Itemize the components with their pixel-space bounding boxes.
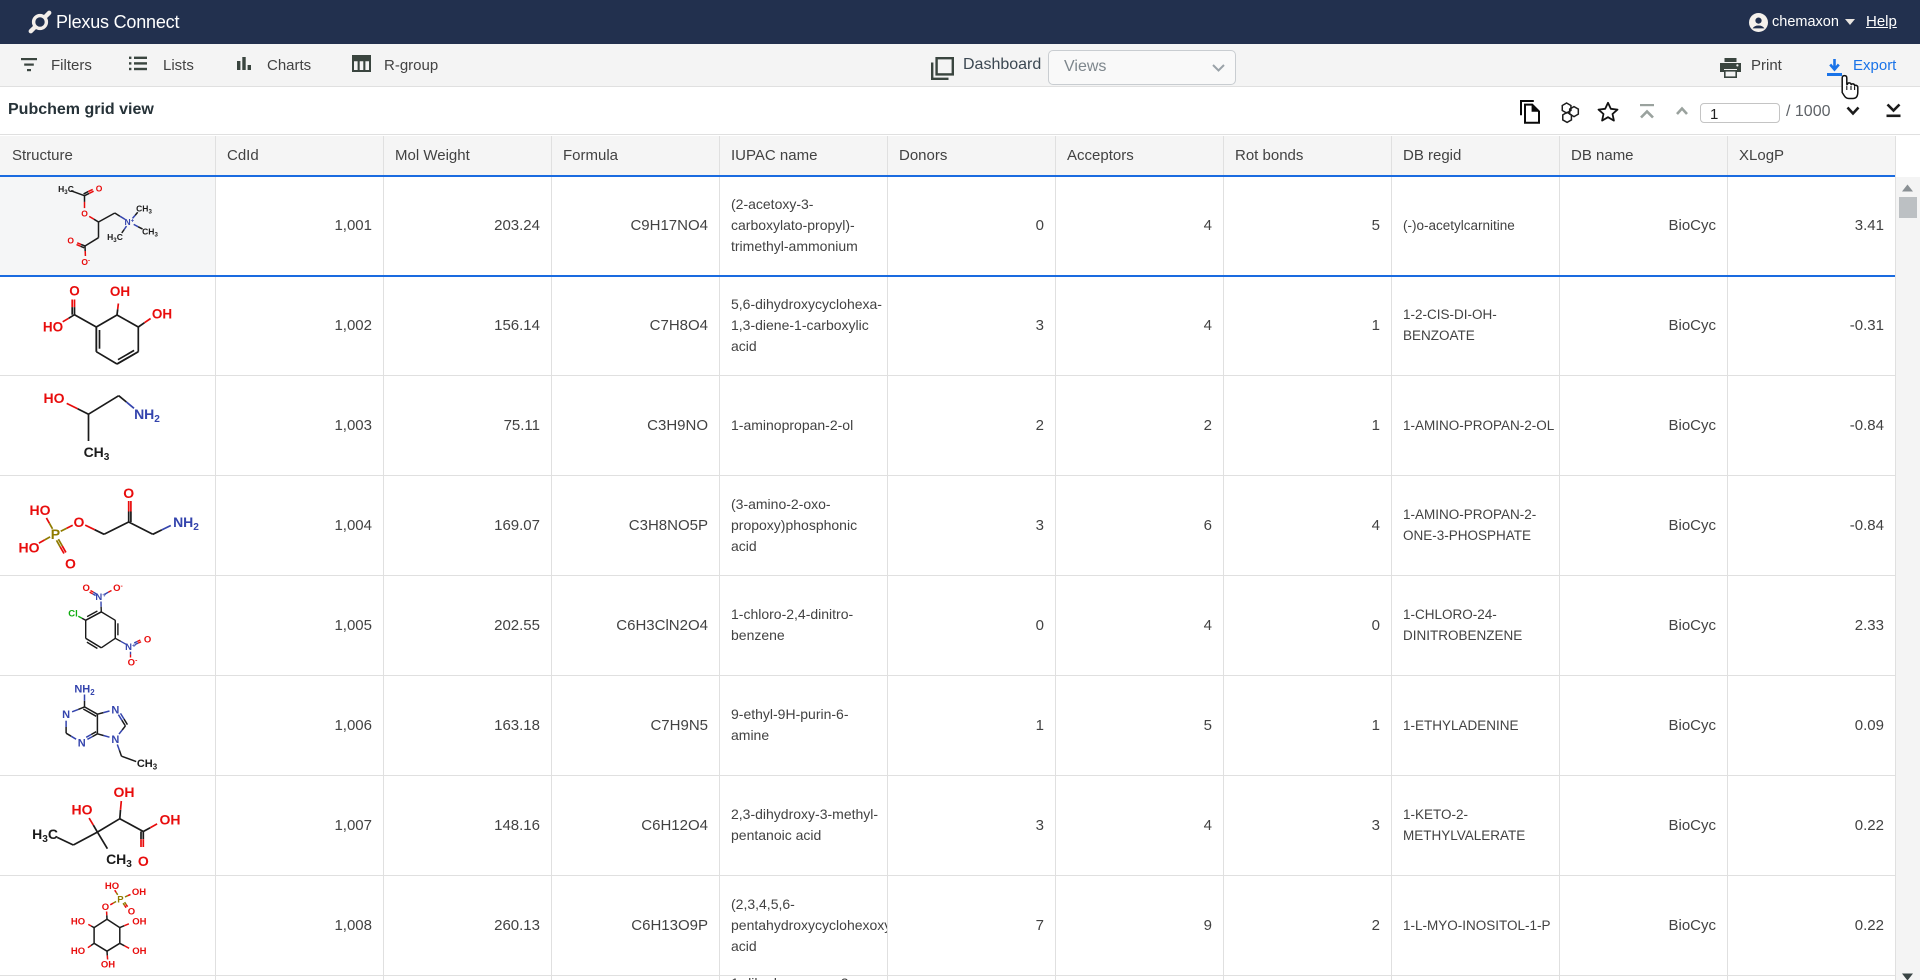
svg-text:OH: OH <box>110 284 130 299</box>
svg-text:O: O <box>83 583 90 594</box>
svg-text:HO: HO <box>44 390 65 406</box>
svg-text:Cl: Cl <box>68 609 78 620</box>
svg-text:O: O <box>96 184 103 194</box>
svg-text:P: P <box>51 526 60 542</box>
svg-text:OH: OH <box>132 917 146 928</box>
svg-text:H3C: H3C <box>32 826 58 845</box>
svg-text:O: O <box>102 902 109 913</box>
svg-text:HO: HO <box>105 881 119 892</box>
svg-text:HO: HO <box>19 540 40 556</box>
svg-text:NH2: NH2 <box>134 406 160 425</box>
svg-text:HO: HO <box>72 802 93 818</box>
svg-text:HO: HO <box>71 946 85 957</box>
svg-text:HO: HO <box>43 320 63 335</box>
svg-text:O: O <box>138 853 149 869</box>
svg-text:O: O <box>69 284 80 299</box>
svg-text:N: N <box>111 734 119 746</box>
svg-text:O: O <box>65 556 76 572</box>
svg-text:O: O <box>123 485 134 501</box>
svg-text:OH: OH <box>114 784 135 800</box>
svg-text:O: O <box>67 236 74 246</box>
svg-text:CH3: CH3 <box>84 444 110 463</box>
svg-text:O: O <box>81 209 88 219</box>
svg-text:CH3: CH3 <box>137 758 158 771</box>
svg-text:OH: OH <box>101 960 115 971</box>
svg-text:HO: HO <box>71 917 85 928</box>
svg-text:CH3: CH3 <box>142 227 158 239</box>
svg-text:OH: OH <box>160 812 181 828</box>
svg-text:P: P <box>117 895 124 906</box>
svg-text:O-: O- <box>113 583 123 594</box>
svg-text:OH: OH <box>132 887 146 898</box>
svg-text:H3C: H3C <box>107 232 123 244</box>
svg-text:O: O <box>128 907 135 918</box>
svg-text:N: N <box>78 738 86 750</box>
svg-text:NH2: NH2 <box>74 684 95 697</box>
svg-text:N+: N+ <box>124 217 134 227</box>
svg-text:NH2: NH2 <box>173 514 199 533</box>
svg-text:O: O <box>73 514 84 530</box>
svg-text:N+: N+ <box>95 592 106 603</box>
svg-text:H3C: H3C <box>58 184 74 196</box>
svg-text:N: N <box>62 709 70 721</box>
svg-text:CH3: CH3 <box>136 204 152 216</box>
svg-text:N+: N+ <box>125 642 136 653</box>
svg-text:O-: O- <box>128 658 138 669</box>
svg-text:O-: O- <box>81 257 90 267</box>
svg-text:CH3: CH3 <box>106 851 132 870</box>
svg-text:HO: HO <box>30 502 51 518</box>
svg-text:OH: OH <box>132 946 146 957</box>
svg-text:N: N <box>111 705 119 717</box>
svg-text:OH: OH <box>152 307 172 322</box>
svg-text:O: O <box>144 635 151 646</box>
